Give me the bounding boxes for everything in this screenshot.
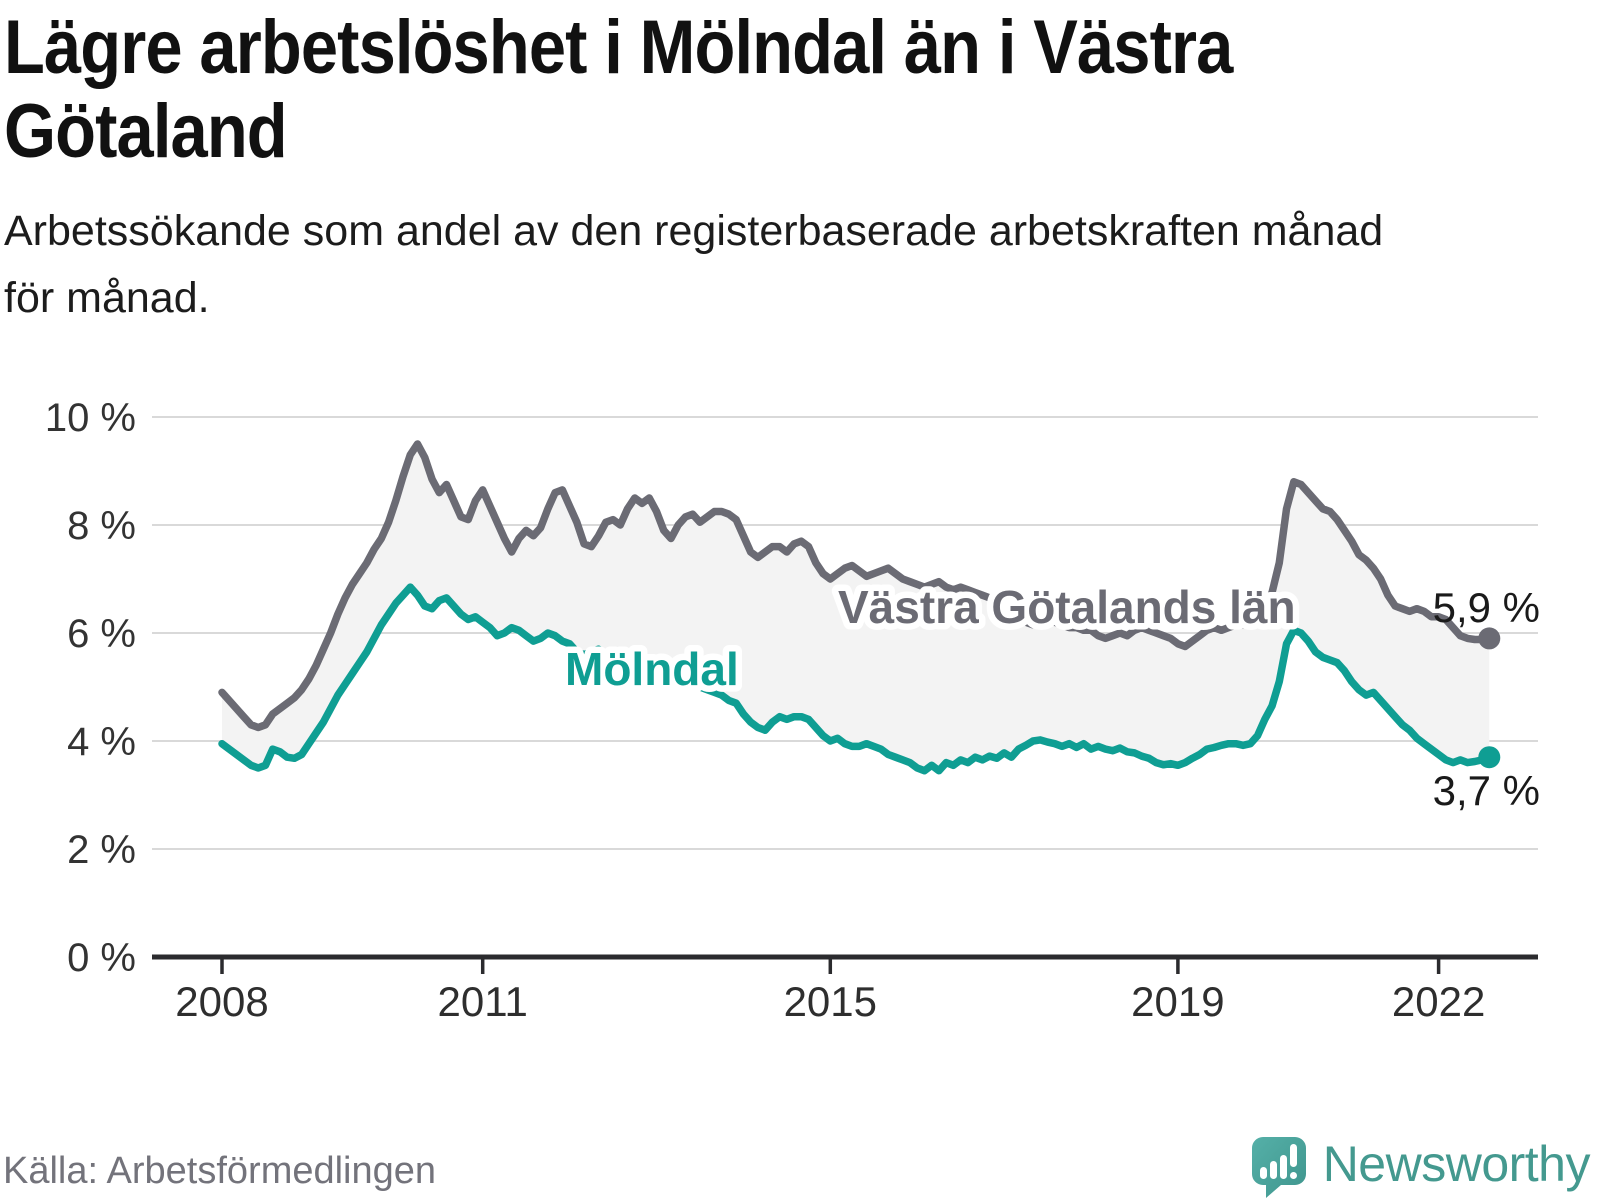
x-axis-label: 2019 — [1131, 978, 1224, 1025]
end-dot-molndal — [1478, 746, 1501, 769]
x-axis-label: 2011 — [438, 978, 528, 1025]
line-vastra-gotaland — [218, 440, 1494, 732]
end-value-label-molndal: 3,7 % — [1433, 767, 1540, 814]
series-label-molndal: Mölndal — [565, 643, 739, 695]
y-axis-label: 8 % — [67, 504, 136, 548]
end-value-label-vastra-gotaland: 5,9 % — [1433, 584, 1540, 631]
newsworthy-wordmark: Newsworthy — [1322, 1136, 1591, 1192]
y-axis-label: 2 % — [67, 828, 136, 872]
x-axis-label: 2022 — [1392, 978, 1485, 1025]
x-axis-label: 2015 — [784, 978, 877, 1025]
speech-bubble-shape — [1251, 1137, 1306, 1198]
x-axis-label: 2008 — [175, 978, 268, 1025]
y-axis-label: 4 % — [67, 720, 136, 764]
line-molndal — [218, 583, 1494, 775]
page-title-line1: Lägre arbetslöshet i Mölndal än i Västra — [4, 5, 1233, 90]
chart-subtitle: Arbetssökande som andel av den registerb… — [4, 198, 1564, 332]
y-axis-label: 0 % — [67, 936, 136, 980]
series-label-vastra-gotaland: Västra Götalands län — [838, 581, 1296, 633]
source-note: Källa: Arbetsförmedlingen — [3, 1150, 437, 1192]
bar-chart-exclamation-glyph — [1259, 1144, 1297, 1179]
page-title-line2: Götaland — [4, 88, 288, 174]
newsworthy-brand: Newsworthy — [1251, 1134, 1591, 1200]
chart-subtitle-line1: Arbetssökande som andel av den registerb… — [4, 207, 1384, 255]
y-axis-label: 10 % — [45, 396, 136, 440]
newsworthy-logo-icon — [1251, 1137, 1306, 1198]
chart-subtitle-line2: för månad. — [4, 274, 210, 323]
y-axis-label: 6 % — [67, 612, 136, 656]
end-dot-vastra-gotaland — [1478, 627, 1501, 650]
series-gap-fill — [222, 444, 1490, 771]
page-title: Lägre arbetslöshet i Mölndal än i Västra… — [4, 6, 1535, 173]
chart-axes-and-series: 0 % 2 % 4 % 6 % 8 % 10 % 2008 2011 2015 2019 2022 — [45, 396, 1538, 1025]
